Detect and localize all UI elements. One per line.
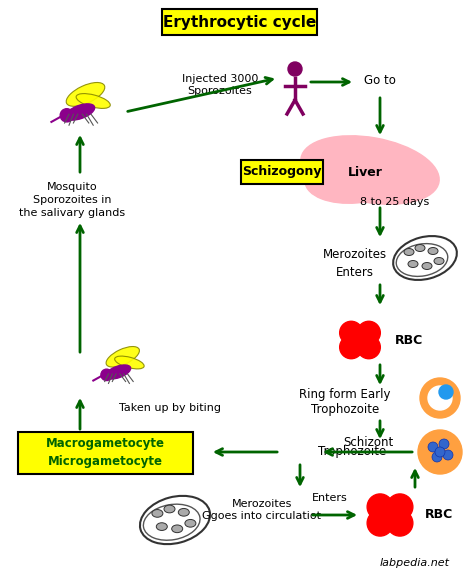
Ellipse shape xyxy=(178,508,189,516)
Ellipse shape xyxy=(105,365,131,379)
Ellipse shape xyxy=(428,247,438,255)
Ellipse shape xyxy=(422,262,432,269)
Circle shape xyxy=(288,62,302,76)
Text: Merozoites: Merozoites xyxy=(323,248,387,262)
Circle shape xyxy=(340,336,363,359)
Ellipse shape xyxy=(185,519,196,527)
Ellipse shape xyxy=(66,82,105,107)
Ellipse shape xyxy=(156,523,167,530)
Text: Injected 3000
Sporozoites: Injected 3000 Sporozoites xyxy=(182,74,258,96)
Circle shape xyxy=(439,439,449,449)
FancyBboxPatch shape xyxy=(18,432,193,474)
Text: Schizogony: Schizogony xyxy=(242,166,322,178)
Ellipse shape xyxy=(115,356,144,369)
Circle shape xyxy=(439,385,453,399)
Ellipse shape xyxy=(301,135,439,204)
Ellipse shape xyxy=(106,346,139,367)
Ellipse shape xyxy=(415,244,425,251)
Text: Ring form Early
Trophozoite: Ring form Early Trophozoite xyxy=(299,388,391,416)
Circle shape xyxy=(387,494,413,520)
Ellipse shape xyxy=(393,236,457,280)
Text: RBC: RBC xyxy=(395,334,423,346)
Text: Mosquito
Sporozoites in
the salivary glands: Mosquito Sporozoites in the salivary gla… xyxy=(19,182,125,218)
Ellipse shape xyxy=(76,94,110,108)
Ellipse shape xyxy=(65,104,95,120)
Text: RBC: RBC xyxy=(425,508,453,522)
Text: Erythrocytic cycle: Erythrocytic cycle xyxy=(164,14,317,30)
Circle shape xyxy=(340,321,363,345)
Ellipse shape xyxy=(434,258,444,265)
FancyBboxPatch shape xyxy=(241,160,323,184)
Ellipse shape xyxy=(143,504,200,540)
Circle shape xyxy=(428,386,452,410)
Text: Merozoites
Ggoes into circulatiot: Merozoites Ggoes into circulatiot xyxy=(202,499,321,521)
Circle shape xyxy=(443,450,453,460)
Text: Microgametocyte: Microgametocyte xyxy=(47,456,163,468)
Text: Enters: Enters xyxy=(336,266,374,278)
Ellipse shape xyxy=(404,248,414,255)
Ellipse shape xyxy=(164,505,175,513)
Ellipse shape xyxy=(140,496,210,544)
Circle shape xyxy=(357,321,380,345)
Ellipse shape xyxy=(408,261,418,267)
Ellipse shape xyxy=(396,244,448,276)
Text: Taken up by biting: Taken up by biting xyxy=(119,403,221,413)
Circle shape xyxy=(418,430,462,474)
Circle shape xyxy=(432,452,442,462)
Circle shape xyxy=(435,447,445,457)
Circle shape xyxy=(420,378,460,418)
Text: Liver: Liver xyxy=(347,166,383,178)
Ellipse shape xyxy=(152,510,163,517)
Circle shape xyxy=(357,336,380,359)
Text: Go to: Go to xyxy=(364,74,396,86)
Circle shape xyxy=(367,510,393,536)
Circle shape xyxy=(60,109,73,122)
Text: labpedia.net: labpedia.net xyxy=(380,558,450,568)
Ellipse shape xyxy=(172,525,182,533)
Text: 8 to 25 days: 8 to 25 days xyxy=(360,197,429,207)
Circle shape xyxy=(428,442,438,452)
Circle shape xyxy=(387,510,413,536)
Text: Macrogametocyte: Macrogametocyte xyxy=(46,438,164,450)
Text: Schizont: Schizont xyxy=(343,435,393,449)
Circle shape xyxy=(101,369,112,380)
Text: Enters: Enters xyxy=(312,493,348,503)
Ellipse shape xyxy=(305,153,405,203)
FancyBboxPatch shape xyxy=(163,9,318,35)
Circle shape xyxy=(367,494,393,520)
Text: Trophozoite: Trophozoite xyxy=(318,445,386,459)
